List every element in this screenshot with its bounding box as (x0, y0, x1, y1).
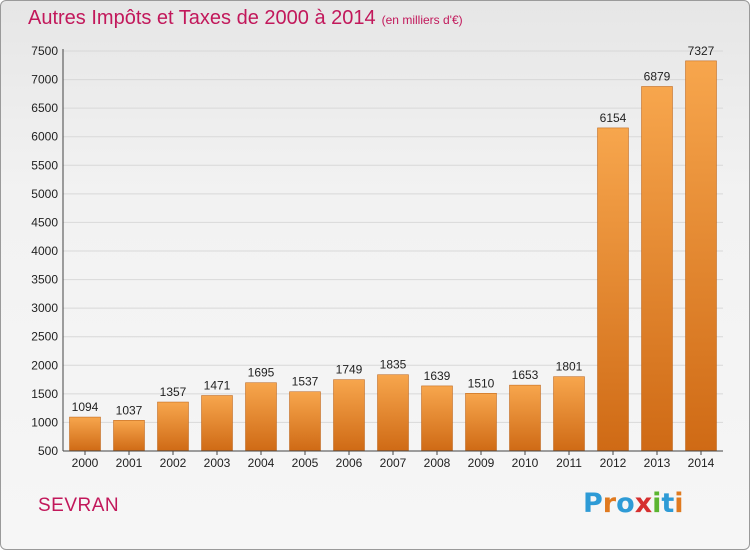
logo-letter: P (583, 488, 603, 519)
data-label-2014: 7327 (688, 44, 715, 58)
data-label-2012: 6154 (600, 111, 627, 125)
y-tick-label: 7500 (31, 44, 58, 58)
y-tick-label: 4500 (31, 215, 58, 229)
bar-2004 (245, 382, 277, 452)
x-tick-label-2001: 2001 (116, 456, 143, 470)
y-tick-label: 3500 (31, 273, 58, 287)
bar-2003 (201, 395, 233, 452)
y-tick-label: 6000 (31, 130, 58, 144)
logo-letter: x (634, 488, 653, 519)
x-tick-label-2009: 2009 (468, 456, 495, 470)
bar-2005 (289, 391, 321, 452)
data-label-2006: 1749 (336, 363, 363, 377)
bar-2013 (641, 86, 673, 452)
data-label-2008: 1639 (424, 369, 451, 383)
bar-2006 (333, 379, 365, 452)
data-label-2009: 1510 (468, 376, 495, 390)
x-tick-label-2004: 2004 (248, 456, 275, 470)
y-tick-label: 7000 (31, 73, 58, 87)
x-tick-label-2012: 2012 (600, 456, 627, 470)
chart-title: Autres Impôts et Taxes de 2000 à 2014 (en… (28, 7, 463, 30)
logo-letter: i (674, 488, 684, 519)
y-tick-label: 4000 (31, 244, 58, 258)
logo-letter: o (616, 488, 635, 519)
bar-2011 (553, 376, 585, 452)
location-label: SEVRAN (38, 495, 120, 516)
proxiti-logo: Proxiti (583, 488, 684, 519)
bar-2008 (421, 385, 453, 452)
y-tick-label: 5000 (31, 187, 58, 201)
bar-2002 (157, 401, 189, 452)
x-tick-label-2008: 2008 (424, 456, 451, 470)
data-label-2010: 1653 (512, 368, 539, 382)
bar-2001 (113, 420, 145, 452)
x-tick-label-2007: 2007 (380, 456, 407, 470)
x-tick-label-2002: 2002 (160, 456, 187, 470)
y-tick-label: 1500 (31, 387, 58, 401)
y-tick-label: 2000 (31, 358, 58, 372)
data-label-2005: 1537 (292, 375, 319, 389)
data-label-2011: 1801 (556, 360, 583, 374)
data-label-2002: 1357 (160, 385, 187, 399)
x-tick-label-2006: 2006 (336, 456, 363, 470)
data-label-2003: 1471 (204, 379, 231, 393)
x-tick-label-2005: 2005 (292, 456, 319, 470)
y-tick-label: 1000 (31, 415, 58, 429)
y-tick-label: 2500 (31, 330, 58, 344)
y-tick-label: 6500 (31, 101, 58, 115)
logo-letter: r (602, 488, 617, 519)
x-tick-label-2000: 2000 (72, 456, 99, 470)
data-label-2007: 1835 (380, 358, 407, 372)
data-label-2004: 1695 (248, 366, 275, 380)
bar-2014 (685, 60, 717, 452)
data-label-2013: 6879 (644, 69, 671, 83)
logo-letter: t (661, 488, 675, 519)
logo-letter: i (652, 488, 662, 519)
bar-2010 (509, 384, 541, 452)
bar-2009 (465, 393, 497, 452)
chart-title-text: Autres Impôts et Taxes de 2000 à 2014 (28, 7, 376, 29)
unit-label: (en milliers d'€) (381, 13, 463, 27)
y-tick-label: 3000 (31, 301, 58, 315)
axes: 500 1000 1500 2000 2500 3000 3500 4000 4500 5000 5… (31, 44, 723, 470)
bar-2012 (597, 127, 629, 452)
data-label-2001: 1037 (116, 403, 143, 417)
data-label-2000: 1094 (72, 400, 99, 414)
bar-2000 (69, 416, 101, 452)
bar-2007 (377, 374, 409, 452)
y-tick-label: 500 (38, 444, 58, 458)
x-tick-label-2014: 2014 (688, 456, 715, 470)
x-tick-label-2010: 2010 (512, 456, 539, 470)
value-labels: 1094 1037 1357 1471 1695 1537 1749 1835 1639 1510… (72, 44, 715, 417)
x-tick-label-2011: 2011 (556, 456, 582, 470)
x-tick-label-2003: 2003 (204, 456, 231, 470)
y-tick-label: 5500 (31, 158, 58, 172)
x-tick-label-2013: 2013 (644, 456, 671, 470)
